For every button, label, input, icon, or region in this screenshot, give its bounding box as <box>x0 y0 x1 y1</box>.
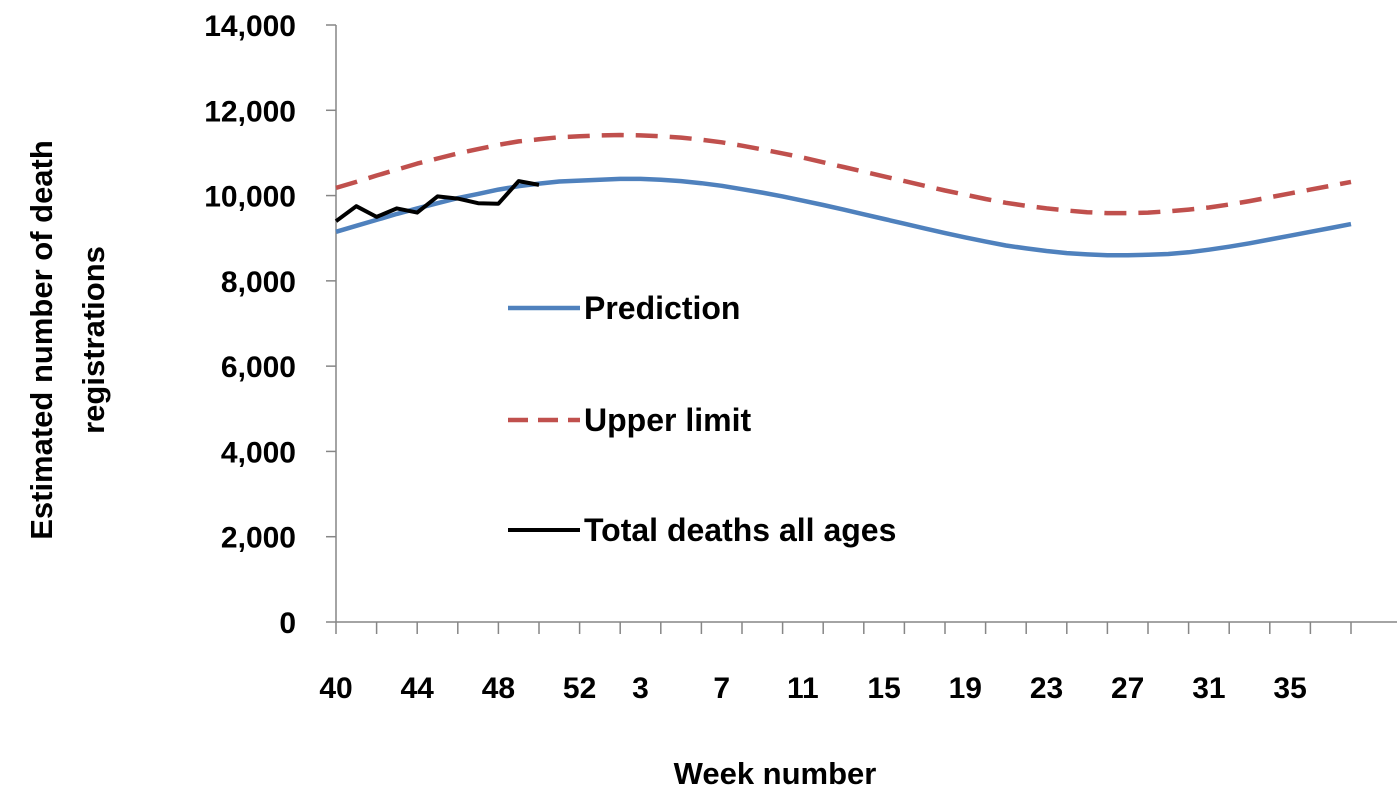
y-tick-label: 12,000 <box>204 95 296 128</box>
x-tick-label: 52 <box>563 672 596 705</box>
x-tick-label: 7 <box>713 672 730 705</box>
x-tick-label: 3 <box>632 672 649 705</box>
x-tick-label: 23 <box>1030 672 1063 705</box>
x-tick-label: 11 <box>787 672 819 705</box>
series-line-prediction <box>335 176 1352 258</box>
y-tick-label: 2,000 <box>221 522 296 555</box>
x-tick-label: 19 <box>949 672 982 705</box>
y-axis-title-line-2: registrations <box>76 246 111 434</box>
x-tick-label: 15 <box>867 672 900 705</box>
y-tick-label: 4,000 <box>221 436 296 469</box>
x-tick-label: 31 <box>1192 672 1225 705</box>
x-tick-label: 44 <box>401 672 435 705</box>
x-axis-title: Week number <box>674 756 877 791</box>
x-axis-ticks: 40 44 48 52 3 7 11 15 19 23 27 31 35 <box>319 622 1352 705</box>
legend-label-total-deaths-all-ages: Total deaths all ages <box>584 512 896 548</box>
x-tick-label: 35 <box>1273 672 1306 705</box>
x-tick-label: 40 <box>319 672 352 705</box>
legend: Prediction Upper limit Total deaths all ag… <box>508 290 896 548</box>
axes <box>335 25 1397 623</box>
y-tick-label: 14,000 <box>204 10 296 43</box>
y-tick-label: 6,000 <box>221 351 296 384</box>
y-axis-ticks: 0 2,000 4,000 6,000 8,000 10,000 12,000 14,000 <box>204 10 336 640</box>
series-line-upper-limit <box>335 132 1352 216</box>
y-axis-title-line-1: Estimated number of death <box>24 140 59 540</box>
series-line-total-deaths-all-ages <box>334 179 540 223</box>
y-tick-label: 8,000 <box>221 266 296 299</box>
legend-label-prediction: Prediction <box>584 290 740 326</box>
y-tick-label: 10,000 <box>204 181 296 214</box>
x-tick-label: 48 <box>482 672 515 705</box>
legend-label-upper-limit: Upper limit <box>584 402 751 438</box>
series-lines <box>334 132 1352 258</box>
x-tick-label: 27 <box>1111 672 1144 705</box>
y-axis-title: Estimated number of death registrations <box>24 140 111 540</box>
y-tick-label: 0 <box>279 607 296 640</box>
